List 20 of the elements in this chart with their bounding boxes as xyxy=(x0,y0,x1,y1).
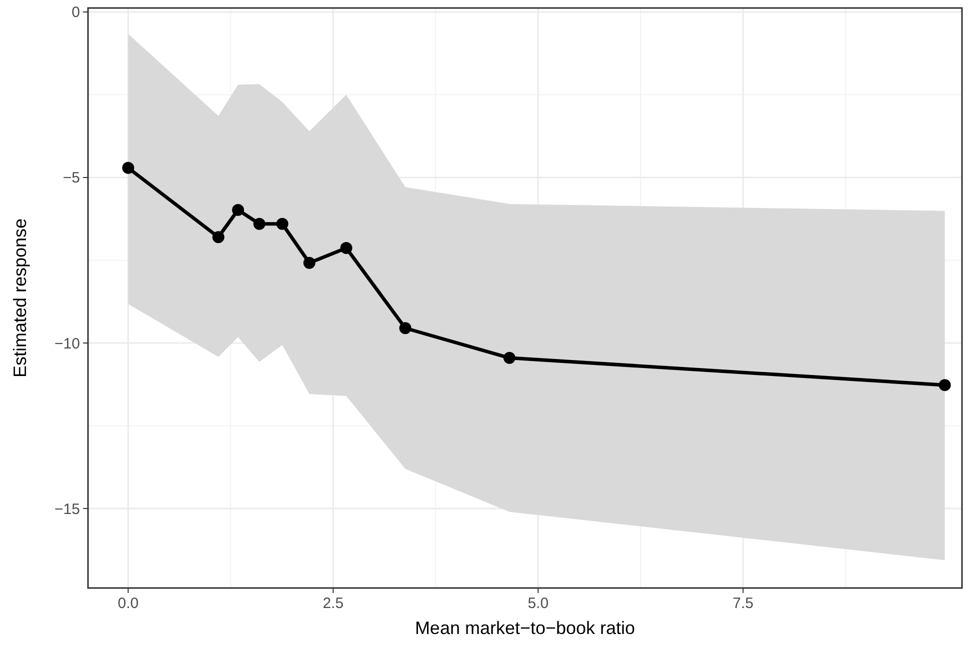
y-axis-title: Estimated response xyxy=(10,218,30,378)
x-axis-title: Mean market−to−book ratio xyxy=(414,618,636,638)
y-tick-label: −10 xyxy=(54,335,80,352)
point xyxy=(232,204,244,216)
point xyxy=(340,242,352,254)
x-tick-label: 7.5 xyxy=(732,595,754,612)
point xyxy=(938,379,951,392)
point xyxy=(253,218,266,230)
point xyxy=(212,231,224,244)
point xyxy=(276,218,288,230)
x-tick-label: 5.0 xyxy=(528,595,549,612)
y-tick-label: −5 xyxy=(62,170,80,187)
point xyxy=(303,256,316,269)
point xyxy=(503,352,516,364)
x-tick-label: 2.5 xyxy=(322,595,344,612)
y-tick-label: 0 xyxy=(72,4,80,22)
y-tick-label: −15 xyxy=(54,500,80,518)
x-tick-label: 0.0 xyxy=(118,595,139,612)
point xyxy=(122,162,134,174)
point xyxy=(399,322,412,334)
